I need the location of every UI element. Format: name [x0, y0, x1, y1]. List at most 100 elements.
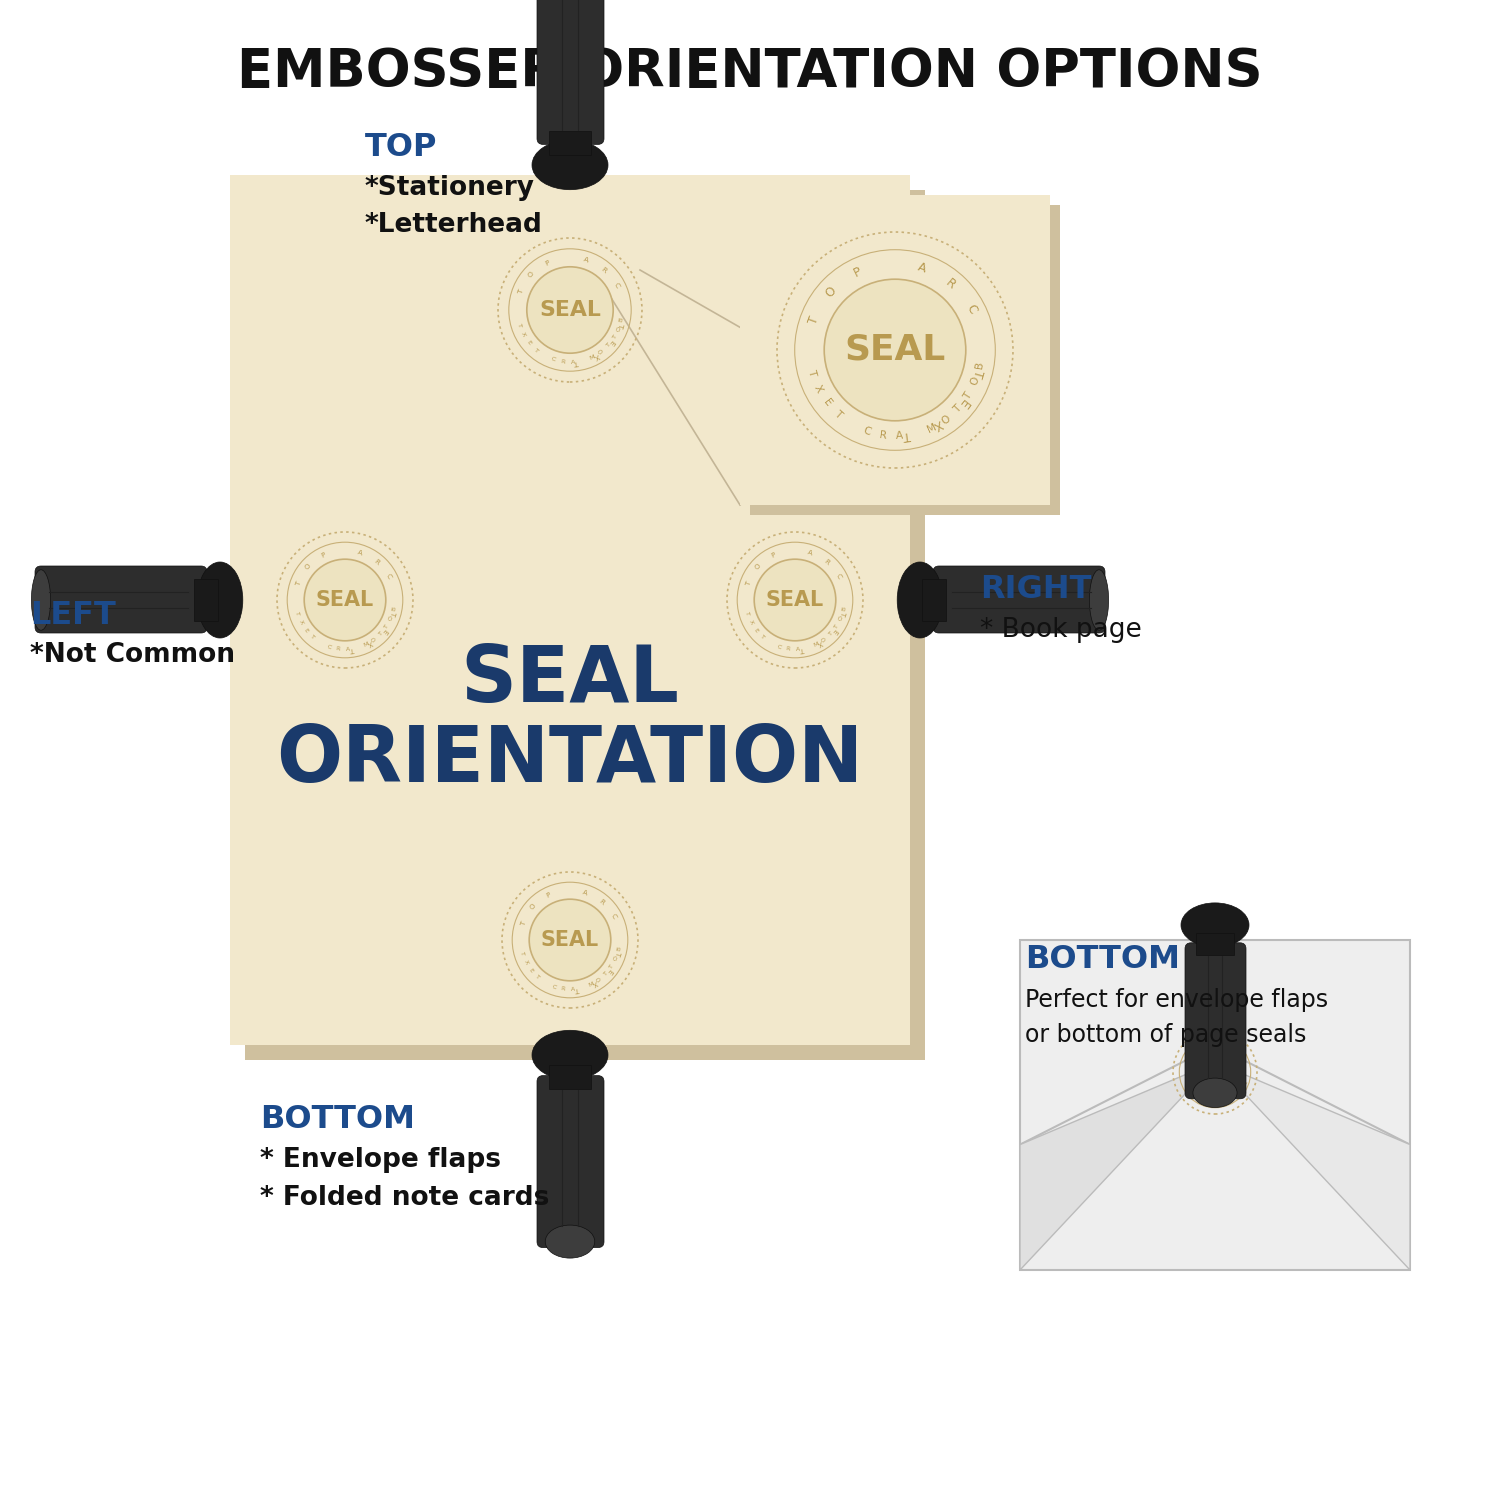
Text: B: B [616, 946, 621, 951]
Polygon shape [1215, 1062, 1410, 1270]
Text: C: C [612, 282, 621, 290]
Text: M: M [588, 354, 596, 362]
Text: O: O [969, 375, 981, 387]
Text: or bottom of page seals: or bottom of page seals [1024, 1023, 1306, 1047]
Text: E: E [1236, 1089, 1242, 1094]
Text: T: T [384, 624, 390, 628]
Text: *Letterhead: *Letterhead [364, 211, 543, 238]
Text: R: R [598, 898, 606, 906]
FancyBboxPatch shape [549, 1065, 591, 1089]
Text: M: M [1226, 1096, 1230, 1102]
Text: T: T [574, 358, 580, 366]
Text: R: R [560, 360, 566, 364]
Text: T: T [532, 346, 538, 352]
Text: T: T [1184, 1078, 1188, 1082]
Text: P: P [770, 552, 777, 560]
FancyBboxPatch shape [34, 566, 207, 633]
Text: O: O [614, 954, 620, 962]
Text: E: E [525, 339, 532, 345]
Text: SEAL: SEAL [316, 590, 374, 610]
Text: C: C [1239, 1056, 1245, 1060]
Text: O: O [596, 976, 603, 984]
FancyBboxPatch shape [933, 566, 1106, 633]
Text: T: T [807, 315, 822, 327]
Text: O: O [304, 562, 312, 572]
Text: T: T [296, 580, 302, 586]
FancyBboxPatch shape [1185, 944, 1246, 1100]
Text: T: T [759, 634, 765, 640]
Text: E: E [606, 968, 613, 974]
Text: A: A [807, 549, 813, 556]
Text: C: C [862, 426, 871, 438]
Text: T: T [534, 975, 540, 981]
Text: A: A [345, 646, 350, 652]
FancyBboxPatch shape [740, 195, 1050, 506]
Text: X: X [520, 330, 526, 338]
Text: C: C [550, 357, 556, 363]
Text: T: T [970, 369, 986, 380]
Text: T: T [614, 951, 621, 957]
Text: T: T [609, 963, 615, 969]
Text: O: O [821, 636, 828, 644]
Text: X: X [747, 620, 754, 626]
Text: SEAL: SEAL [542, 930, 598, 950]
Text: B: B [975, 360, 986, 369]
Text: A: A [357, 549, 363, 556]
Text: M: M [588, 981, 594, 988]
Text: X: X [366, 639, 374, 646]
Text: X: X [1185, 1083, 1190, 1088]
FancyBboxPatch shape [194, 579, 217, 621]
Text: SEAL: SEAL [766, 590, 824, 610]
Text: P: P [1200, 1042, 1203, 1047]
FancyBboxPatch shape [537, 0, 604, 144]
Text: E: E [956, 396, 970, 410]
Text: T: T [1239, 1086, 1244, 1090]
Text: T: T [1184, 1059, 1188, 1064]
Text: R: R [879, 430, 888, 441]
Text: ORIENTATION: ORIENTATION [276, 722, 864, 798]
Ellipse shape [1192, 1078, 1237, 1107]
Text: A: A [584, 256, 590, 264]
Text: T: T [1192, 1094, 1197, 1098]
Text: T: T [520, 920, 526, 926]
Text: O: O [616, 326, 622, 332]
Text: O: O [530, 903, 537, 910]
Text: T: T [612, 334, 618, 340]
Text: A: A [570, 360, 574, 364]
Ellipse shape [897, 562, 944, 638]
Text: T: T [574, 986, 579, 993]
Text: C: C [550, 984, 556, 990]
Text: R: R [561, 987, 566, 992]
Text: E: E [821, 398, 833, 408]
Text: X: X [1228, 1096, 1233, 1101]
Text: R: R [374, 558, 381, 566]
Text: T: T [800, 646, 804, 652]
Text: X: X [932, 417, 945, 432]
Text: X: X [297, 620, 304, 626]
Text: T: T [388, 610, 396, 616]
Text: A: A [570, 987, 574, 992]
Text: T: T [350, 646, 354, 652]
Text: T: T [1234, 1090, 1239, 1095]
Text: SEAL: SEAL [844, 333, 945, 368]
Text: O: O [754, 562, 762, 572]
Text: P: P [850, 266, 864, 280]
Text: E: E [528, 968, 534, 974]
Text: * Envelope flaps: * Envelope flaps [260, 1148, 501, 1173]
Ellipse shape [1089, 570, 1108, 630]
Text: R: R [1209, 1100, 1212, 1104]
Text: A: A [896, 430, 903, 441]
Text: O: O [1240, 1082, 1246, 1084]
Text: T: T [839, 610, 846, 616]
Text: P: P [320, 552, 327, 560]
Text: M: M [813, 642, 819, 648]
Text: R: R [824, 558, 831, 566]
Circle shape [1190, 1047, 1240, 1096]
Text: P: P [543, 260, 550, 267]
Text: A: A [1222, 1041, 1227, 1046]
Text: T: T [746, 580, 752, 586]
Text: C: C [386, 573, 393, 580]
Text: T: T [807, 369, 818, 378]
Text: E: E [1188, 1089, 1192, 1094]
Circle shape [304, 560, 386, 640]
